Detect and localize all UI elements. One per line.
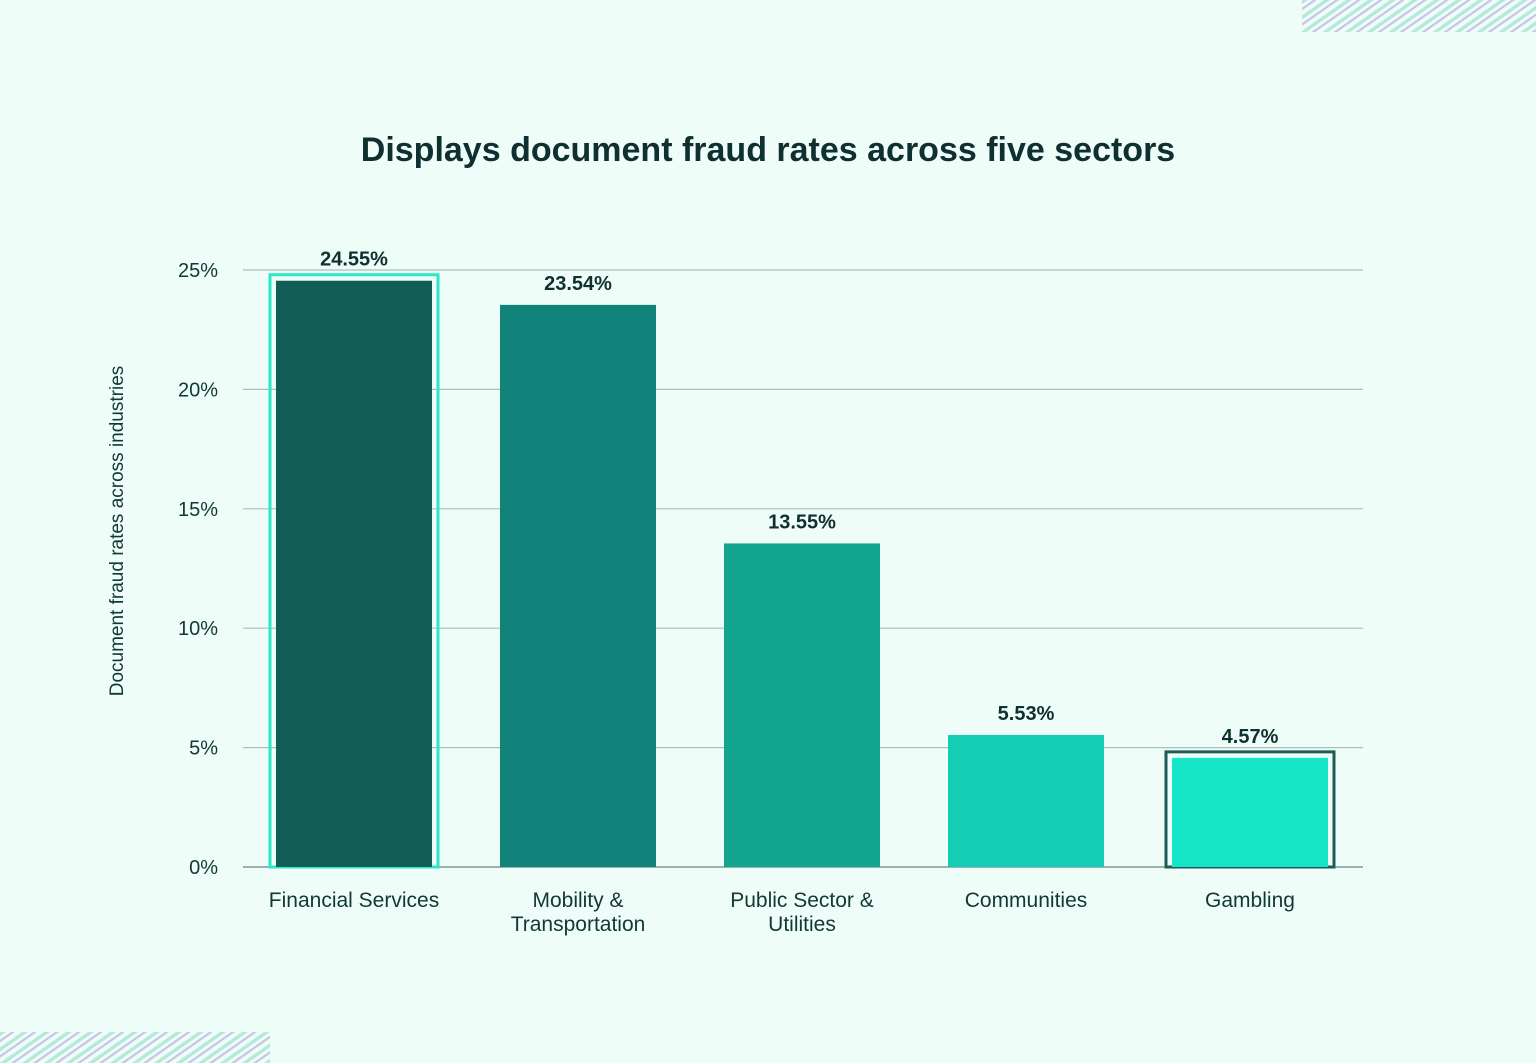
y-axis-ticks: 0% 5% 10% 15% 20% 25% — [178, 260, 218, 879]
bar-value-label: 24.55% — [320, 249, 388, 271]
bar-value-label: 4.57% — [1222, 726, 1279, 748]
y-tick-label: 15% — [178, 499, 218, 521]
decorative-stripes-top-right — [1302, 0, 1536, 32]
bar — [276, 280, 432, 868]
x-tick-label: Gambling — [1205, 889, 1295, 912]
bar — [1172, 757, 1328, 867]
y-tick-label: 10% — [178, 618, 218, 640]
chart-title: Displays document fraud rates across fiv… — [361, 131, 1175, 169]
y-tick-label: 0% — [189, 857, 218, 879]
x-tick-label: Utilities — [768, 913, 836, 936]
bar — [500, 304, 656, 867]
x-tick-label: Mobility & — [532, 889, 623, 912]
value-labels: 24.55% 23.54% 13.55% 5.53% 4.57% — [320, 249, 1278, 748]
x-tick-label: Public Sector & — [730, 889, 874, 912]
x-tick-label: Transportation — [511, 913, 646, 936]
x-tick-label: Financial Services — [269, 889, 439, 912]
y-tick-label: 20% — [178, 379, 218, 401]
bar — [948, 734, 1104, 867]
bar-value-label: 13.55% — [768, 511, 836, 533]
x-tick-label: Communities — [965, 889, 1088, 912]
x-axis-ticks: Financial Services Mobility &Transportati… — [269, 889, 1295, 936]
bar-value-label: 5.53% — [998, 703, 1055, 725]
y-tick-label: 25% — [178, 260, 218, 282]
bar — [724, 543, 880, 867]
y-tick-label: 5% — [189, 738, 218, 760]
bar-value-label: 23.54% — [544, 273, 612, 295]
bars — [268, 273, 1336, 869]
decorative-stripes-bottom-left — [0, 1032, 270, 1063]
y-axis-label: Document fraud rates across industries — [107, 366, 128, 697]
